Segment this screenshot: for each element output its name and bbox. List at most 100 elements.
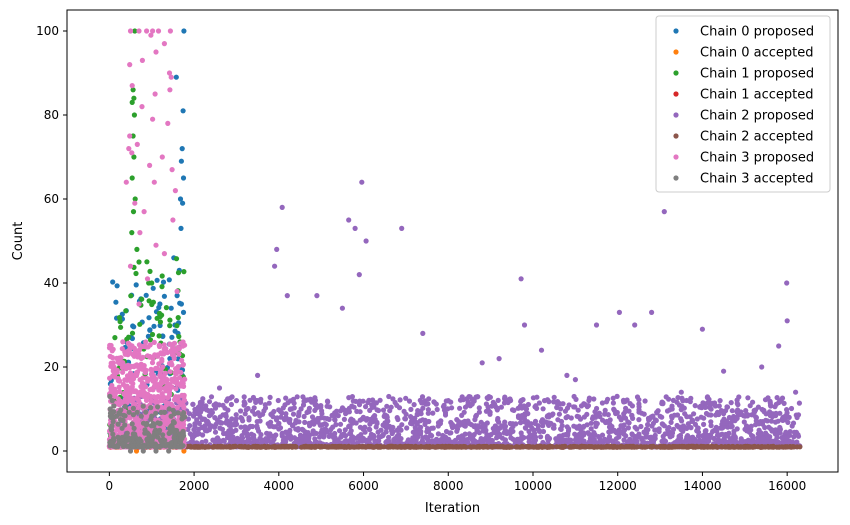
data-point [398,427,404,433]
data-point [122,403,128,409]
data-point [128,293,134,299]
data-point [200,416,206,422]
data-point [445,398,451,404]
data-point [685,433,691,439]
data-point [615,444,621,450]
data-point [283,444,290,450]
data-point [708,419,714,425]
data-point [108,440,114,446]
data-point [540,406,546,412]
data-point [167,369,173,375]
data-point [558,406,564,412]
data-point [653,427,659,433]
data-point [141,209,147,215]
data-point [258,444,264,450]
data-point [402,416,409,422]
data-point [169,384,175,390]
data-point [304,444,310,450]
data-point [460,419,466,425]
data-point [714,409,721,415]
data-point [232,443,239,449]
data-point [167,341,173,347]
data-point [226,430,232,437]
data-point [178,158,184,164]
data-point [795,433,802,439]
data-point [724,404,731,410]
data-point [624,439,631,445]
data-point [136,351,142,357]
data-point [318,403,324,409]
data-point [140,375,146,381]
x-tick-label: 16000 [768,479,806,493]
data-point [190,401,196,407]
data-point [145,391,151,397]
data-point [110,419,116,425]
data-point [257,413,263,419]
data-point [167,323,173,329]
data-point [758,444,764,450]
data-point [126,334,132,340]
series-5 [182,443,803,450]
data-point [395,435,402,441]
data-point [112,374,118,380]
data-point [420,435,426,441]
data-point [127,448,134,454]
data-point [174,370,180,376]
data-point [172,188,178,194]
data-point [479,360,485,366]
data-point [454,428,460,434]
data-point [145,431,151,437]
data-point [168,74,174,80]
data-point [285,400,291,406]
data-point [159,284,165,290]
data-point [277,408,283,415]
data-point [111,435,117,441]
data-point [438,418,444,424]
data-point [658,444,664,450]
data-point [743,423,750,429]
data-point [587,444,593,450]
data-point [469,401,475,407]
data-point [412,415,418,421]
data-point [644,430,650,436]
data-point [725,439,731,446]
data-point [643,434,649,440]
data-point [525,401,532,408]
data-point [551,394,557,400]
data-point [139,296,145,302]
y-axis-label: Count [11,222,26,261]
data-point [341,444,347,450]
data-point [350,434,356,440]
data-point [346,405,352,411]
data-point [465,402,471,408]
data-point [140,444,147,450]
data-point [478,439,484,445]
data-point [149,331,156,338]
data-point [544,433,551,439]
data-point [115,359,121,365]
data-point [750,435,756,441]
y-tick-label: 100 [36,24,59,38]
data-point [385,444,391,450]
data-point [126,146,132,152]
data-point [300,402,307,408]
data-point [606,434,613,440]
data-point [457,405,463,411]
data-point [332,410,338,416]
data-point [509,407,516,413]
data-point [127,62,133,68]
data-point [655,408,661,414]
data-point [154,277,160,283]
data-point [638,423,644,430]
data-point [176,375,183,381]
data-point [492,401,498,407]
data-point [228,427,234,433]
data-point [531,430,538,436]
data-point [341,431,347,437]
data-point [247,397,253,403]
data-point [621,431,627,437]
data-point [218,444,224,450]
data-point [357,409,363,415]
data-point [679,418,685,424]
